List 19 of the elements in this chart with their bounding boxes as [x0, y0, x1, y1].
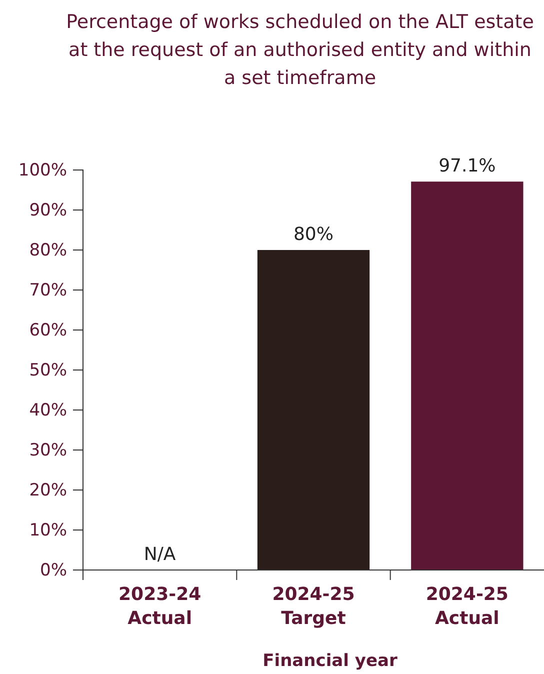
- x-tick-label: 2024-25 Actual: [426, 584, 508, 629]
- y-tick-label: 50%: [29, 360, 67, 380]
- y-tick-label: 100%: [18, 160, 67, 180]
- y-tick-label: 80%: [29, 240, 67, 260]
- text: N/A: [144, 544, 176, 565]
- y-tick-label: 60%: [29, 320, 67, 340]
- y-tick-label: 20%: [29, 480, 67, 500]
- y-tick-label: 70%: [29, 280, 67, 300]
- chart-title: Percentage of works scheduled on the ALT estate at the request of an authorised entity and within a set timeframe: [66, 11, 534, 89]
- y-tick-label: 0%: [40, 560, 67, 580]
- x-axis-title: Financial year: [262, 651, 398, 671]
- y-tick-label: 40%: [29, 400, 67, 420]
- y-tick-label: 30%: [29, 440, 67, 460]
- x-tick-label: 2023-24 Actual: [118, 584, 202, 629]
- y-tick-label: 90%: [29, 200, 67, 220]
- data-label: 80%: [293, 224, 334, 245]
- data-label: 97.1%: [438, 156, 496, 177]
- x-tick-label: 2024-25 Target: [272, 584, 355, 629]
- y-tick-label: 10%: [29, 520, 67, 540]
